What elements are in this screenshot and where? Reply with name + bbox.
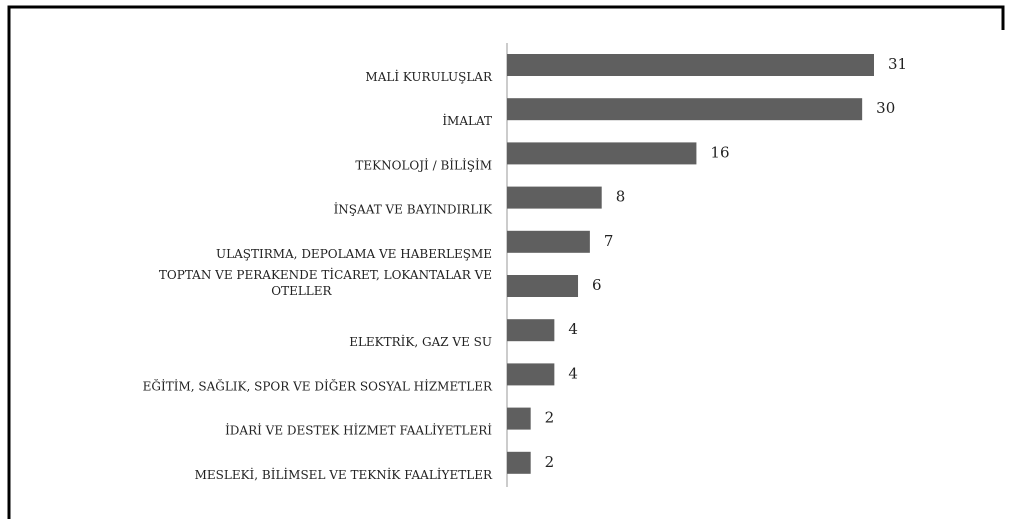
- bar: [507, 275, 579, 297]
- frame: [7, 5, 1005, 519]
- value-label: 2: [545, 409, 555, 427]
- value-label: 30: [876, 99, 895, 117]
- bar: [507, 54, 874, 76]
- category-label: TOPTAN VE PERAKENDE TİCARET, LOKANTALAR …: [159, 267, 492, 298]
- bar: [507, 142, 697, 165]
- category-label: İNŞAAT VE BAYINDIRLIK: [334, 202, 493, 217]
- value-label: 7: [604, 232, 614, 250]
- category-label: İMALAT: [442, 113, 492, 128]
- category-label: ELEKTRİK, GAZ VE SU: [349, 334, 492, 349]
- category-label: EĞİTİM, SAĞLIK, SPOR VE DİĞER SOSYAL HİZ…: [143, 377, 493, 393]
- value-label: 8: [616, 188, 626, 206]
- value-label: 4: [568, 320, 578, 338]
- bar: [507, 407, 531, 430]
- bar: [507, 230, 590, 253]
- value-label: 31: [888, 55, 907, 73]
- category-label: İDARİ VE DESTEK HİZMET FAALİYETLERİ: [225, 423, 492, 438]
- bar: [507, 186, 602, 209]
- bar: [507, 363, 555, 386]
- value-label: 4: [568, 364, 578, 382]
- bar: [507, 98, 863, 121]
- bar: [507, 451, 531, 474]
- category-label: MALİ KURULUŞLAR: [365, 69, 493, 84]
- category-label: TEKNOLOJİ / BİLİŞİM: [355, 157, 492, 172]
- category-label: MESLEKİ, BİLİMSEL VE TEKNİK FAALİYETLER: [195, 467, 493, 482]
- value-label: 16: [710, 143, 729, 161]
- value-label: 2: [545, 453, 555, 471]
- bar: [507, 319, 555, 342]
- category-label: ULAŞTIRMA, DEPOLAMA VE HABERLEŞME: [216, 247, 492, 261]
- value-label: 6: [592, 276, 602, 294]
